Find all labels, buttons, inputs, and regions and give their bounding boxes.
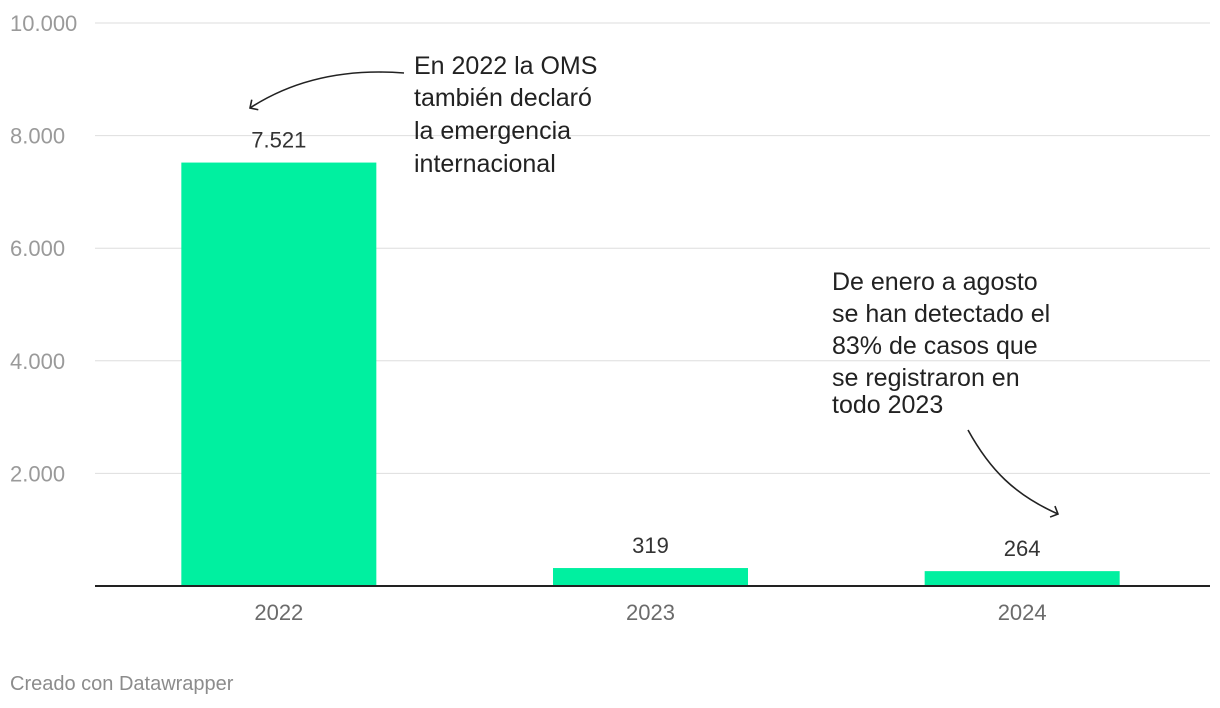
bars [181,162,1120,587]
bar-2024 [924,571,1120,586]
annotation-2022: En 2022 la OMS también declaró la emerge… [414,52,604,178]
y-tick-label: 6.000 [10,236,65,261]
x-tick-label: 2023 [626,600,675,625]
value-label: 319 [632,533,669,558]
y-axis-ticks: 2.000 4.000 6.000 8.000 10.000 [10,11,77,486]
value-label: 264 [1004,536,1041,561]
x-tick-label: 2022 [254,600,303,625]
annotation-2024-line: 83% de casos que [832,332,1038,360]
annotation-2024-line: De enero a agosto [832,268,1038,296]
annotation-2024-line: se han detectado el [832,300,1050,328]
footer-credit: Creado con Datawrapper [10,673,234,695]
annotation-2022-line: En 2022 la OMS [414,52,597,80]
annotation-2022-line: la emergencia [414,117,571,145]
y-tick-label: 4.000 [10,349,65,374]
annotation-2022-line: internacional [414,150,556,178]
annotation-arrow-2022 [249,71,405,111]
value-labels: 7.521 319 264 [251,128,1040,562]
bar-2022 [181,162,377,587]
x-tick-label: 2024 [998,600,1047,625]
annotation-2024: De enero a agosto se han detectado el 83… [832,268,1057,419]
annotation-2022-line: también declaró [414,84,592,112]
y-tick-label: 2.000 [10,461,65,486]
x-axis-labels: 2022 2023 2024 [254,600,1046,625]
y-tick-label: 8.000 [10,124,65,149]
y-tick-label: 10.000 [10,11,77,36]
annotation-2024-line: todo 2023 [832,391,943,419]
value-label: 7.521 [251,128,306,153]
bar-chart: 2.000 4.000 6.000 8.000 10.000 7.521 319 264 2… [10,11,1210,625]
annotation-2024-line: se registraron en [832,364,1020,392]
bar-2023 [553,568,748,586]
annotation-arrow-2024 [967,429,1060,518]
